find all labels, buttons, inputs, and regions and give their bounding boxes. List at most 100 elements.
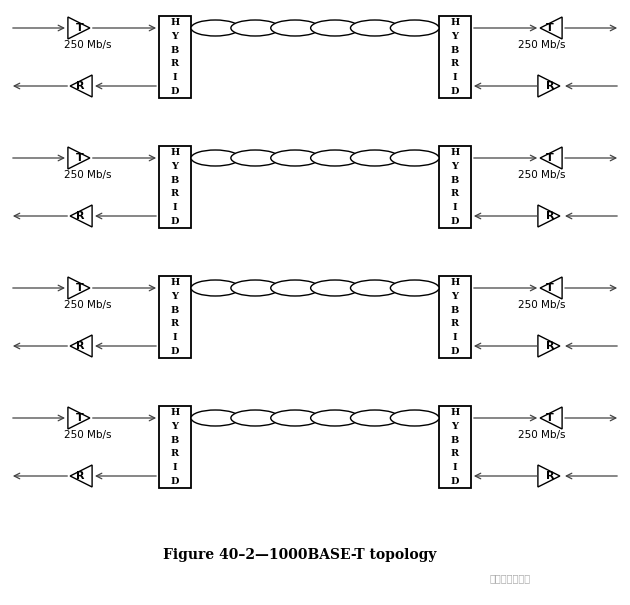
Text: R: R: [546, 471, 554, 481]
Text: R: R: [451, 450, 459, 459]
Text: D: D: [171, 477, 179, 486]
Text: D: D: [171, 347, 179, 356]
Text: R: R: [76, 341, 84, 351]
Text: I: I: [173, 73, 177, 82]
Ellipse shape: [391, 20, 439, 36]
Text: T: T: [76, 413, 84, 423]
Text: R: R: [171, 59, 179, 68]
Ellipse shape: [231, 20, 280, 36]
Ellipse shape: [391, 280, 439, 296]
Ellipse shape: [191, 280, 239, 296]
Text: I: I: [453, 73, 457, 82]
Text: T: T: [546, 153, 554, 163]
Text: B: B: [451, 436, 459, 445]
Text: D: D: [451, 87, 459, 96]
Text: B: B: [171, 436, 179, 445]
Polygon shape: [70, 335, 92, 357]
Polygon shape: [540, 407, 562, 429]
Bar: [439, 276, 471, 358]
Text: R: R: [171, 319, 179, 329]
Ellipse shape: [271, 280, 319, 296]
Text: Y: Y: [452, 162, 459, 171]
Text: H: H: [450, 18, 460, 27]
Ellipse shape: [311, 20, 359, 36]
Ellipse shape: [311, 150, 359, 166]
Ellipse shape: [191, 410, 239, 426]
Text: 测试测量加油站: 测试测量加油站: [490, 573, 530, 583]
Polygon shape: [538, 465, 560, 487]
Ellipse shape: [391, 410, 439, 426]
Text: 250 Mb/s: 250 Mb/s: [64, 430, 112, 440]
Bar: [439, 406, 471, 488]
Bar: [439, 146, 471, 228]
Text: Y: Y: [452, 292, 459, 301]
Text: 250 Mb/s: 250 Mb/s: [518, 300, 566, 310]
Text: H: H: [170, 148, 180, 157]
Polygon shape: [68, 147, 90, 169]
Text: 250 Mb/s: 250 Mb/s: [64, 40, 112, 50]
Text: Y: Y: [452, 422, 459, 431]
Bar: [159, 276, 191, 358]
Text: D: D: [451, 477, 459, 486]
Ellipse shape: [350, 410, 399, 426]
Text: T: T: [546, 23, 554, 33]
Polygon shape: [68, 277, 90, 299]
Text: I: I: [173, 463, 177, 472]
Bar: [439, 16, 471, 98]
Ellipse shape: [271, 150, 319, 166]
Text: B: B: [171, 175, 179, 185]
Ellipse shape: [231, 150, 280, 166]
Text: B: B: [451, 306, 459, 315]
Text: T: T: [76, 153, 84, 163]
Text: B: B: [451, 175, 459, 185]
Text: H: H: [170, 408, 180, 417]
Text: R: R: [451, 59, 459, 68]
Ellipse shape: [191, 20, 239, 36]
Polygon shape: [70, 205, 92, 227]
Text: R: R: [76, 81, 84, 91]
Polygon shape: [68, 407, 90, 429]
Ellipse shape: [271, 410, 319, 426]
Text: H: H: [450, 148, 460, 157]
Text: Y: Y: [452, 32, 459, 41]
Text: R: R: [76, 211, 84, 221]
Polygon shape: [540, 147, 562, 169]
Bar: [159, 406, 191, 488]
Text: R: R: [451, 189, 459, 198]
Text: 250 Mb/s: 250 Mb/s: [518, 430, 566, 440]
Text: R: R: [171, 450, 179, 459]
Polygon shape: [68, 17, 90, 39]
Text: T: T: [76, 23, 84, 33]
Ellipse shape: [391, 150, 439, 166]
Text: R: R: [546, 211, 554, 221]
Text: I: I: [173, 333, 177, 342]
Text: Y: Y: [171, 422, 178, 431]
Ellipse shape: [231, 280, 280, 296]
Ellipse shape: [191, 150, 239, 166]
Text: H: H: [170, 18, 180, 27]
Text: 250 Mb/s: 250 Mb/s: [64, 170, 112, 180]
Text: R: R: [546, 341, 554, 351]
Ellipse shape: [231, 410, 280, 426]
Ellipse shape: [350, 20, 399, 36]
Text: H: H: [450, 278, 460, 287]
Text: R: R: [76, 471, 84, 481]
Ellipse shape: [311, 280, 359, 296]
Ellipse shape: [350, 280, 399, 296]
Text: T: T: [546, 413, 554, 423]
Text: H: H: [170, 278, 180, 287]
Polygon shape: [70, 75, 92, 97]
Text: D: D: [451, 347, 459, 356]
Text: D: D: [451, 217, 459, 226]
Ellipse shape: [311, 410, 359, 426]
Polygon shape: [540, 17, 562, 39]
Text: 250 Mb/s: 250 Mb/s: [518, 170, 566, 180]
Text: I: I: [453, 463, 457, 472]
Text: T: T: [76, 283, 84, 293]
Text: Y: Y: [171, 32, 178, 41]
Text: I: I: [173, 203, 177, 212]
Polygon shape: [538, 205, 560, 227]
Text: D: D: [171, 87, 179, 96]
Polygon shape: [538, 335, 560, 357]
Bar: [159, 146, 191, 228]
